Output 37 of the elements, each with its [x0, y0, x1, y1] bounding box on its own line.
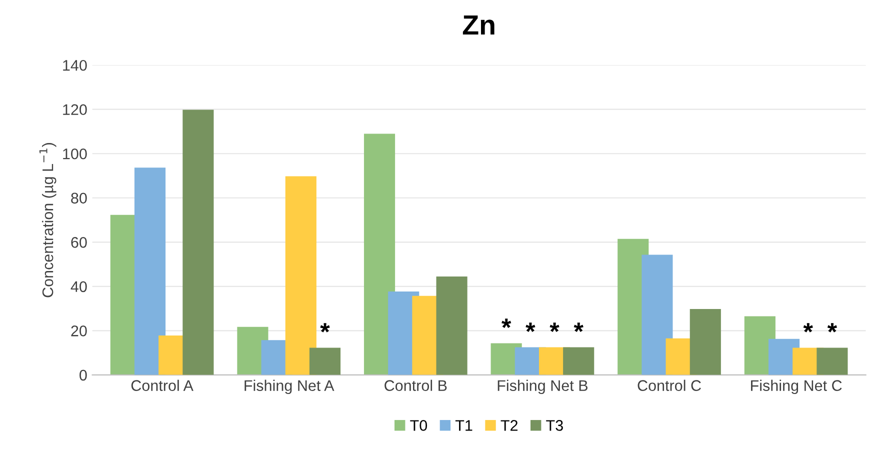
y-tick-label: 120 [63, 104, 87, 116]
x-tick-label: Fishing Net B [498, 380, 588, 394]
x-tick-label: Control C [638, 380, 701, 391]
legend-label: T0 [410, 420, 428, 431]
chart-title: Zn [462, 15, 494, 35]
x-tick-label: Fishing Net A [244, 380, 334, 394]
bar [182, 110, 214, 375]
y-tick-label: 140 [63, 60, 87, 71]
y-axis-title: Concentration (µg L$^{−1}$) [39, 143, 56, 298]
annotation: * [803, 323, 813, 332]
bar [309, 348, 341, 375]
annotation: * [320, 323, 330, 332]
y-tick-label: 40 [70, 281, 87, 292]
legend-label: T1 [455, 420, 472, 431]
legend-label: T3 [546, 420, 563, 431]
x-tick-label: Control B [384, 380, 447, 391]
bar [563, 347, 594, 375]
annotation: * [827, 323, 838, 332]
y-tick-label: 80 [71, 192, 87, 204]
x-tick-label: Fishing Net C [751, 380, 842, 394]
x-tick-label: Control A [131, 380, 194, 391]
bar [134, 168, 166, 375]
y-tick-label: 60 [71, 237, 87, 248]
annotation: * [550, 322, 560, 332]
bar [364, 134, 396, 375]
bar [690, 308, 721, 375]
y-tick-label: 0 [80, 370, 87, 381]
y-tick-label: 20 [71, 326, 87, 336]
bar [285, 176, 316, 375]
y-tick-label: 100 [63, 148, 87, 160]
annotation: * [502, 318, 512, 328]
annotation: * [526, 322, 536, 332]
bar [436, 276, 468, 375]
bar [816, 348, 848, 375]
bar [642, 254, 673, 375]
legend-label: T2 [500, 420, 518, 431]
annotation: * [574, 322, 584, 332]
